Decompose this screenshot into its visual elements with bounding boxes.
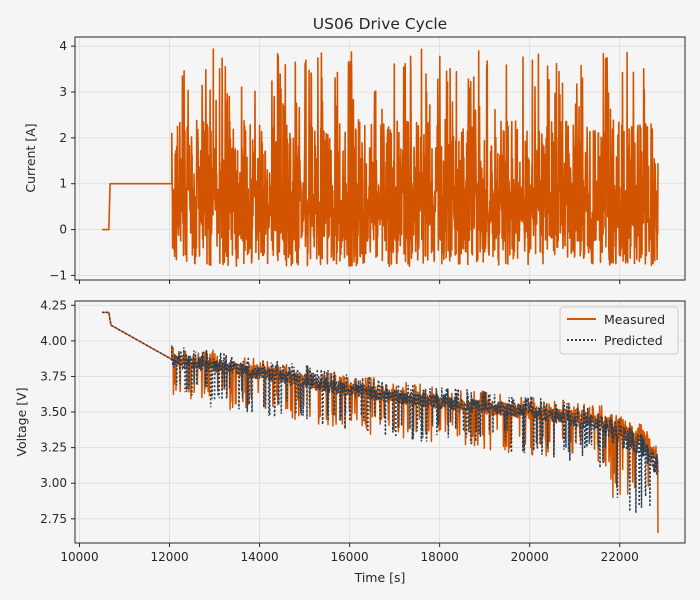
voltage-xtick-label: 10000: [60, 550, 98, 564]
current-ytick-label: 1: [59, 177, 67, 191]
voltage-ytick-label: 4.00: [40, 334, 67, 348]
voltage-xtick-label: 12000: [150, 550, 188, 564]
current-panel: −1 0 1 2 3 4 Current [A]: [23, 36, 686, 284]
legend-measured-label: Measured: [604, 312, 665, 327]
voltage-ytick-label: 3.50: [40, 405, 67, 419]
voltage-ylabel: Voltage [V]: [14, 387, 29, 456]
voltage-ytick-label: 4.25: [40, 298, 67, 312]
voltage-ytick-label: 3.75: [40, 369, 67, 383]
current-ytick-label: 2: [59, 131, 67, 145]
current-ytick-label: 3: [59, 85, 67, 99]
voltage-axes-frame: [74, 300, 686, 544]
voltage-xtick-label: 18000: [421, 550, 459, 564]
current-ytick-label: 4: [59, 39, 67, 53]
legend-predicted-label: Predicted: [604, 333, 663, 348]
voltage-ytick-label: 3.25: [40, 441, 67, 455]
voltage-xtick-label: 14000: [240, 550, 278, 564]
voltage-xtick-label: 20000: [511, 550, 549, 564]
voltage-ytick-label: 3.00: [40, 476, 67, 490]
voltage-xtick-label: 16000: [331, 550, 369, 564]
current-ylabel: Current [A]: [23, 123, 38, 192]
voltage-panel: 10000 12000 14000 16000 18000 20000 22000 2.75 3…: [14, 298, 686, 585]
predicted-voltage-line: [102, 311, 659, 513]
chart-title: US06 Drive Cycle: [313, 15, 447, 33]
voltage-ytick-label: 2.75: [40, 512, 67, 526]
legend: Measured Predicted: [559, 306, 679, 355]
current-ytick-label: −1: [49, 268, 67, 282]
current-axes-frame: [74, 36, 686, 281]
voltage-xtick-label: 22000: [601, 550, 639, 564]
current-ytick-label: 0: [59, 223, 67, 237]
time-xlabel: Time [s]: [354, 570, 406, 585]
current-series-line: [102, 48, 659, 267]
